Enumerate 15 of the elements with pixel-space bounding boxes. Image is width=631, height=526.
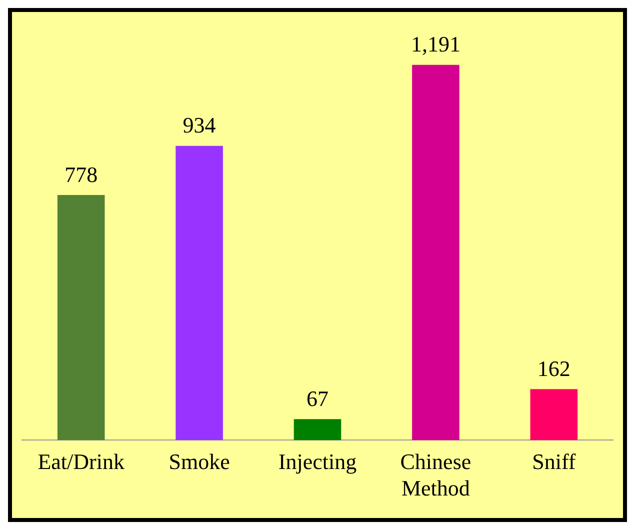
data-label: 67: [306, 386, 328, 411]
bar: [412, 64, 460, 440]
data-label: 162: [537, 356, 570, 381]
x-tick-label: Eat/Drink: [38, 449, 124, 474]
bar: [530, 389, 578, 440]
x-tick-label: Chinese Method: [400, 449, 472, 501]
data-label: 1,191: [410, 32, 460, 57]
data-label: 934: [182, 112, 216, 138]
x-tick-label: Sniff: [532, 449, 576, 474]
x-tick-label: Injecting: [278, 449, 357, 474]
bar: [57, 195, 105, 440]
data-label: 778: [64, 162, 98, 187]
x-tick-label: Smoke: [168, 449, 230, 474]
bar: [294, 419, 342, 440]
bar: [176, 146, 223, 440]
